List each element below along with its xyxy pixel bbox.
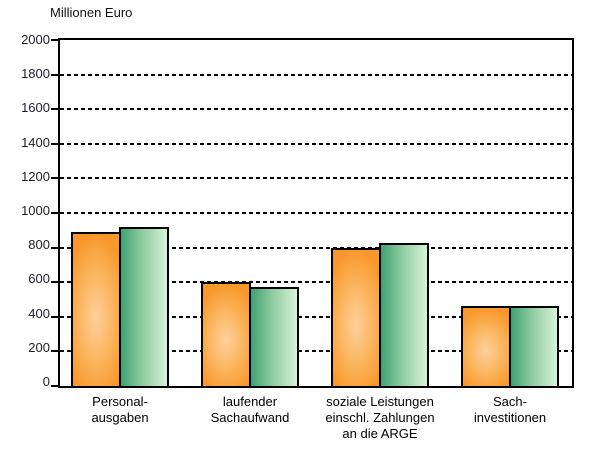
bar-green xyxy=(509,306,559,386)
gridline-1000 xyxy=(60,212,572,214)
y-axis-tick-label: 1600 xyxy=(21,100,50,116)
y-axis-tick xyxy=(51,385,58,387)
bar-orange xyxy=(461,306,511,386)
y-axis-tick-label: 1000 xyxy=(21,203,50,218)
y-axis-tick-label: 1800 xyxy=(21,66,50,82)
bar-orange xyxy=(201,282,251,386)
y-axis-tick-label: 200 xyxy=(28,339,50,355)
y-axis-tick-label: 2000 xyxy=(21,32,50,47)
y-axis-tick-label: 1200 xyxy=(21,168,50,184)
category-label-line: Sachaufwand xyxy=(210,410,290,425)
category-label-line: an die ARGE xyxy=(342,426,418,441)
category-label: laufender Sachaufwand xyxy=(160,394,340,426)
chart-title: Millionen Euro xyxy=(50,5,133,20)
gridline-600 xyxy=(60,281,572,284)
category-label-line: Personal- xyxy=(92,394,148,409)
y-axis-tick xyxy=(51,315,58,318)
bar-group-4 xyxy=(460,40,560,386)
gridline-800 xyxy=(60,246,572,249)
category-label-line: einschl. Zahlungen xyxy=(325,410,435,425)
y-axis-tick-label: 800 xyxy=(28,237,50,253)
bar-green xyxy=(379,243,429,386)
y-axis-tick xyxy=(51,39,58,41)
gridline-1200 xyxy=(60,177,572,180)
bar-orange xyxy=(71,232,121,386)
gridline-1600 xyxy=(60,108,572,111)
category-label-line: investitionen xyxy=(473,410,547,425)
category-label: Sach-investitionen xyxy=(420,394,600,426)
y-axis-tick xyxy=(51,177,58,180)
y-axis-tick-label: 400 xyxy=(28,305,50,321)
y-axis-tick-label: 1400 xyxy=(21,134,50,150)
y-axis-tick xyxy=(51,281,58,284)
category-label-line: Sach- xyxy=(493,394,527,409)
gridline-1800 xyxy=(60,73,572,76)
category-label: soziale Leistungen einschl. Zahlungen an d… xyxy=(290,394,470,442)
gridline-200 xyxy=(60,350,572,353)
bar-group-1 xyxy=(70,40,170,386)
y-axis-tick-label: 0 xyxy=(42,374,50,389)
y-axis-tick xyxy=(51,73,58,76)
plot-area xyxy=(51,38,574,388)
y-axis-tick xyxy=(51,350,58,353)
y-axis-tick xyxy=(51,108,58,111)
y-axis-tick xyxy=(51,246,58,249)
y-axis-tick-label: 600 xyxy=(28,271,50,287)
gridline-1400 xyxy=(60,142,572,145)
bar-orange xyxy=(331,247,381,386)
y-axis-tick xyxy=(51,142,58,145)
category-label-line: laufender xyxy=(222,394,278,409)
bar-green xyxy=(249,287,299,386)
y-axis-tick xyxy=(51,212,58,214)
category-label-line: soziale Leistungen xyxy=(326,394,434,409)
category-label: Personal-ausgaben xyxy=(30,394,210,426)
bar-group-2 xyxy=(200,40,300,386)
bar-green xyxy=(119,226,169,386)
bar-group-3 xyxy=(330,40,430,386)
gridline-400 xyxy=(60,315,572,318)
category-label-line: ausgaben xyxy=(91,410,149,425)
